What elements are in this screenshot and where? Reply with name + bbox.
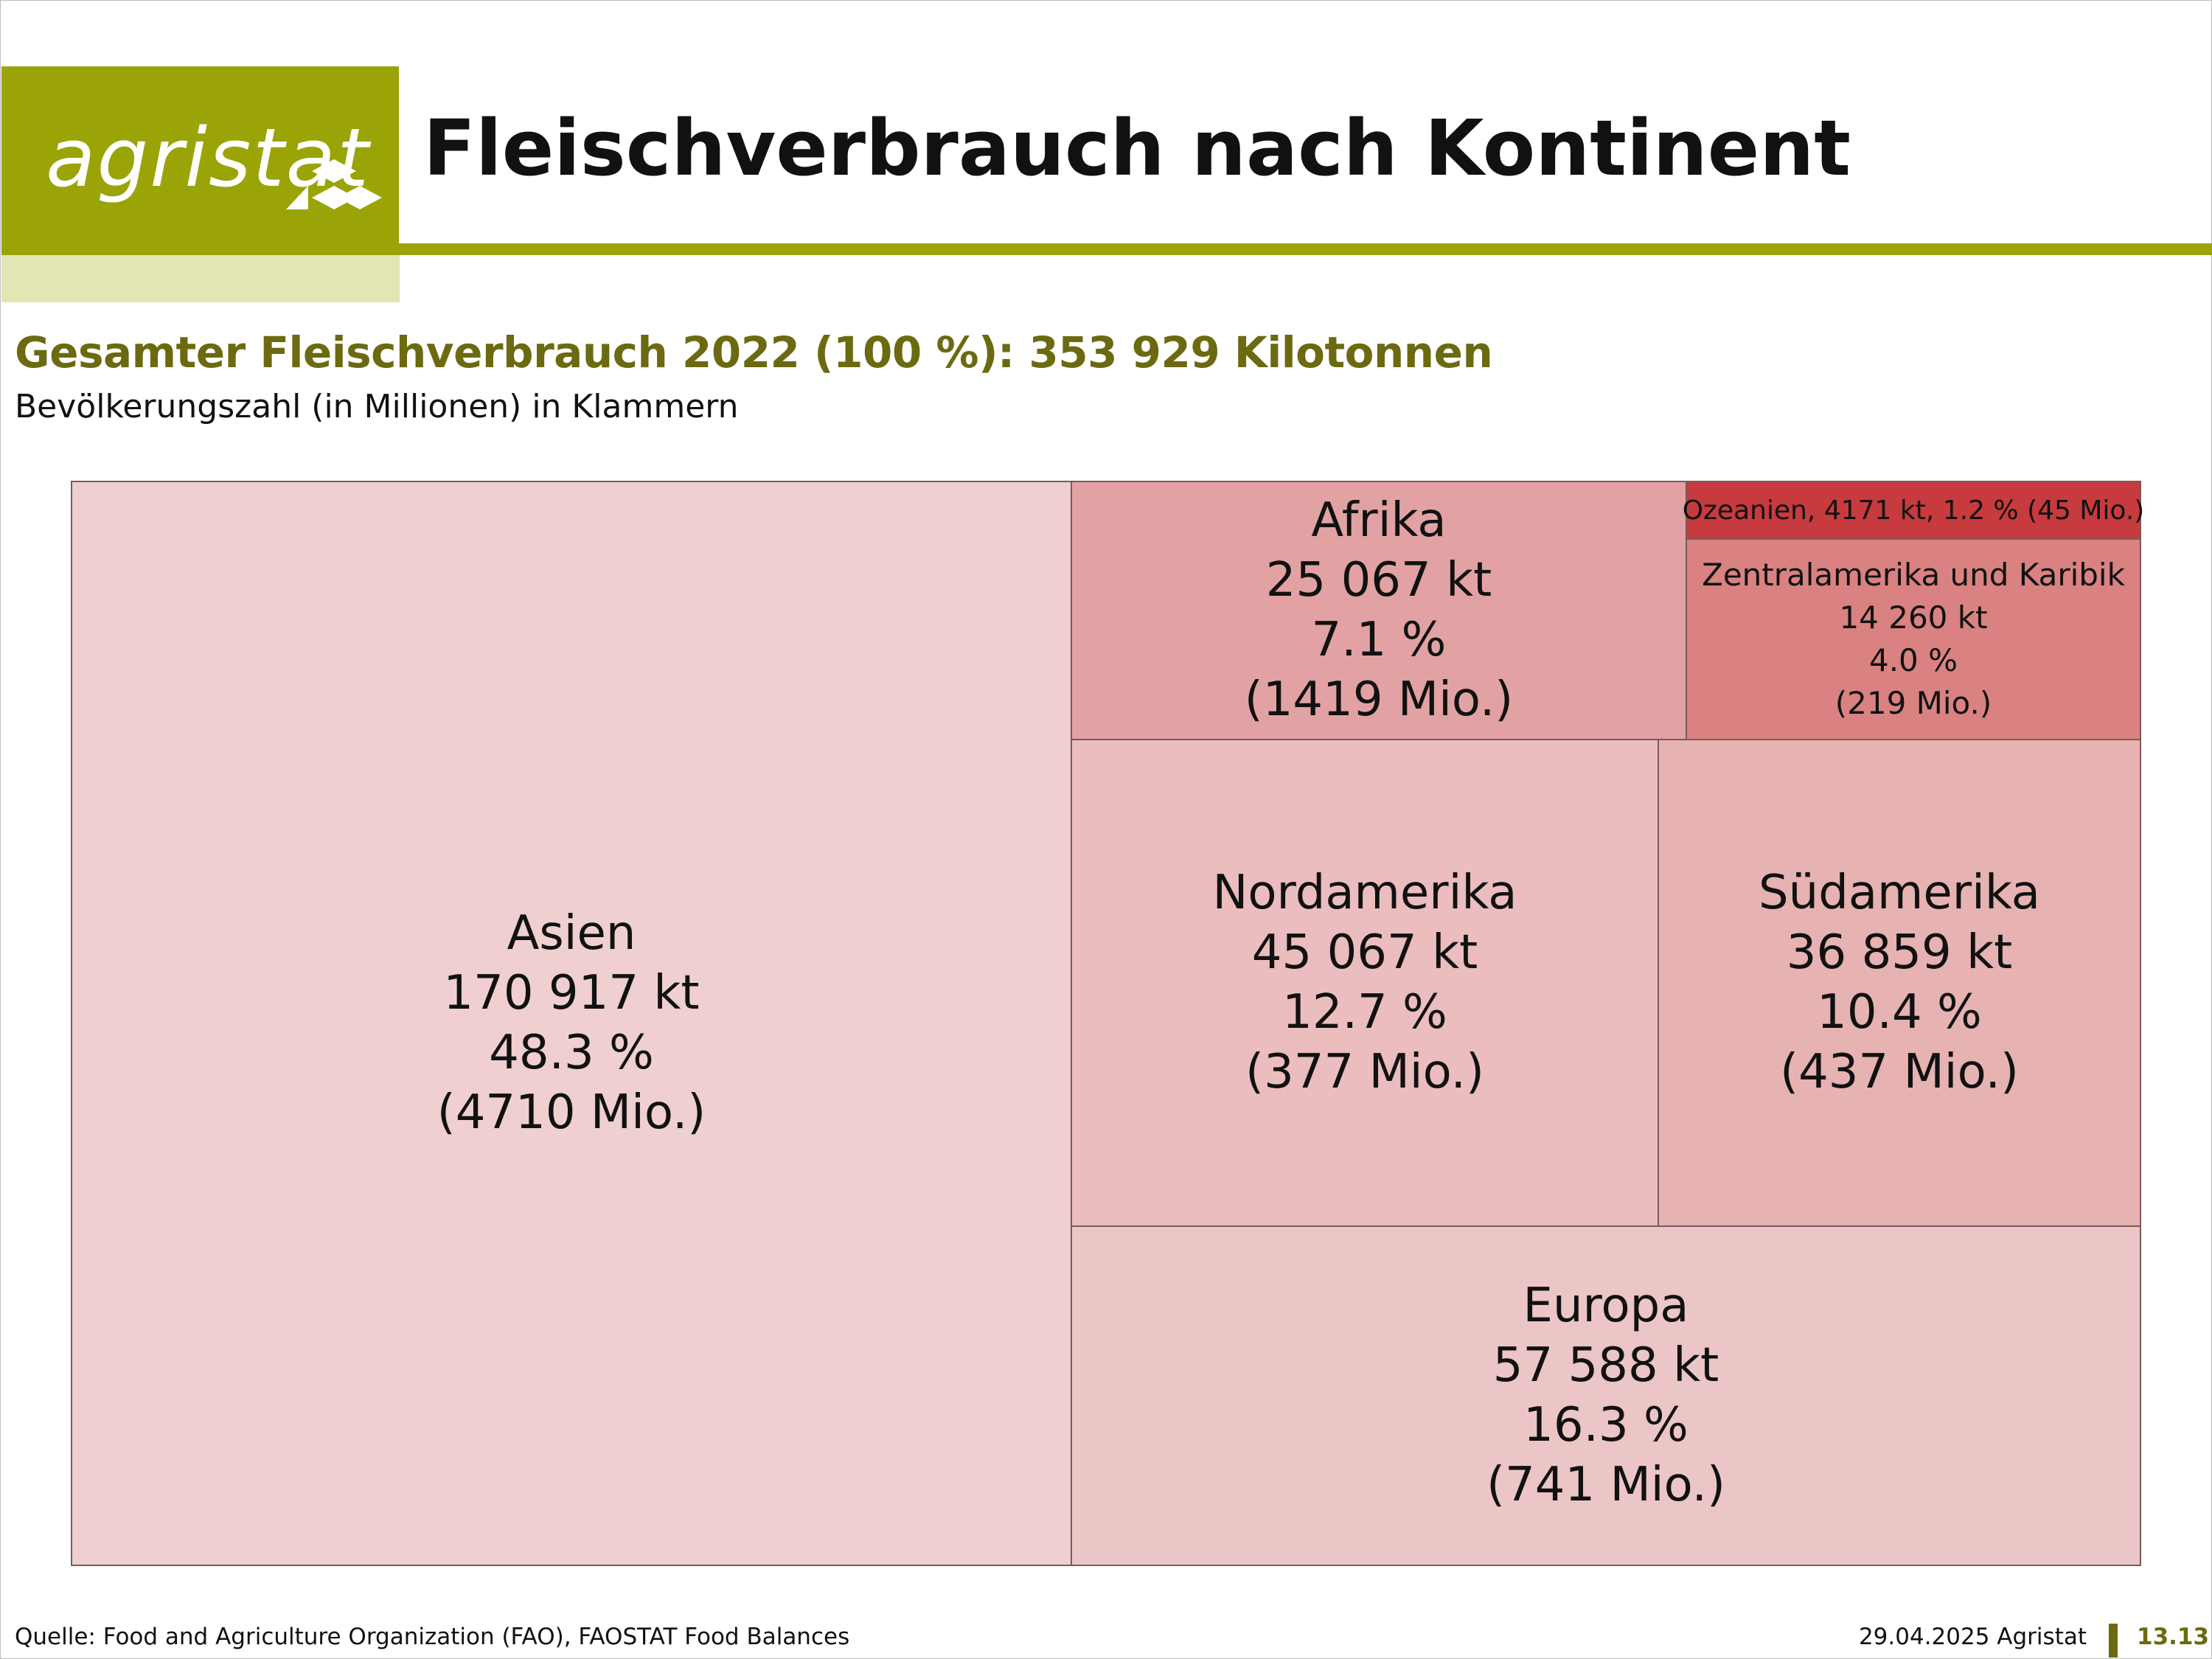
- tile-ozeanien: Ozeanien, 4171 kt, 1.2 % (45 Mio.): [1683, 481, 2144, 540]
- tile-nordamerika-pct: 12.7 %: [1282, 985, 1447, 1040]
- tile-europa-pct: 16.3 %: [1523, 1398, 1688, 1453]
- page-number-bar: [2109, 1624, 2118, 1658]
- tile-suedamerika: Südamerika 36 859 kt 10.4 % (437 Mio.): [1658, 739, 2141, 1227]
- treemap-chart: Asien 170 917 kt 48.3 % (4710 Mio.) Afri…: [71, 481, 2144, 1566]
- tile-europa-name: Europa: [1523, 1279, 1689, 1333]
- tile-zentralamerika-name: Zentralamerika und Karibik: [1702, 557, 2125, 593]
- tile-afrika-kt: 25 067 kt: [1265, 553, 1492, 608]
- tile-europa-kt: 57 588 kt: [1492, 1338, 1719, 1393]
- tile-suedamerika-kt: 36 859 kt: [1786, 925, 2013, 980]
- tile-suedamerika-pct: 10.4 %: [1817, 985, 1982, 1040]
- page-title: Fleischverbrauch nach Kontinent: [423, 103, 1851, 193]
- tile-nordamerika-kt: 45 067 kt: [1251, 925, 1478, 980]
- tile-suedamerika-pop: (437 Mio.): [1780, 1045, 2019, 1099]
- tile-zentralamerika: Zentralamerika und Karibik 14 260 kt 4.0…: [1686, 538, 2141, 740]
- source-note: Quelle: Food and Agriculture Organizatio…: [15, 1624, 850, 1650]
- tile-europa-pop: (741 Mio.): [1486, 1458, 1725, 1512]
- tile-asien-pct: 48.3 %: [489, 1026, 654, 1080]
- chart-note: Bevölkerungszahl (in Millionen) in Klamm…: [15, 388, 739, 425]
- logo-diamonds-icon: [286, 159, 382, 209]
- logo-text: agristat: [46, 111, 370, 205]
- tile-afrika-pop: (1419 Mio.): [1244, 672, 1514, 727]
- tile-zentralamerika-pop: (219 Mio.): [1834, 685, 1992, 721]
- header-rule: [398, 243, 2212, 255]
- tile-asien-kt: 170 917 kt: [443, 966, 700, 1020]
- tile-afrika: Afrika 25 067 kt 7.1 % (1419 Mio.): [1071, 481, 1687, 740]
- tile-europa: Europa 57 588 kt 16.3 % (741 Mio.): [1071, 1225, 2141, 1566]
- page-number: 13.13: [2137, 1624, 2210, 1650]
- tile-asien: Asien 170 917 kt 48.3 % (4710 Mio.): [71, 481, 1072, 1566]
- tile-suedamerika-name: Südamerika: [1759, 866, 2040, 920]
- logo-accent: [1, 255, 400, 302]
- tile-asien-pop: (4710 Mio.): [437, 1085, 706, 1140]
- tile-nordamerika-name: Nordamerika: [1212, 866, 1517, 920]
- chart-subtitle: Gesamter Fleischverbrauch 2022 (100 %): …: [15, 327, 1493, 378]
- tile-nordamerika: Nordamerika 45 067 kt 12.7 % (377 Mio.): [1071, 739, 1659, 1227]
- footer-date: 29.04.2025 Agristat: [1858, 1624, 2087, 1650]
- tile-ozeanien-label: Ozeanien, 4171 kt, 1.2 % (45 Mio.): [1682, 495, 2145, 526]
- tile-afrika-pct: 7.1 %: [1311, 613, 1447, 667]
- tile-nordamerika-pop: (377 Mio.): [1245, 1045, 1484, 1099]
- tile-zentralamerika-pct: 4.0 %: [1868, 642, 1958, 678]
- tile-asien-name: Asien: [507, 906, 636, 961]
- tile-zentralamerika-kt: 14 260 kt: [1839, 599, 1988, 636]
- tile-afrika-name: Afrika: [1311, 493, 1447, 548]
